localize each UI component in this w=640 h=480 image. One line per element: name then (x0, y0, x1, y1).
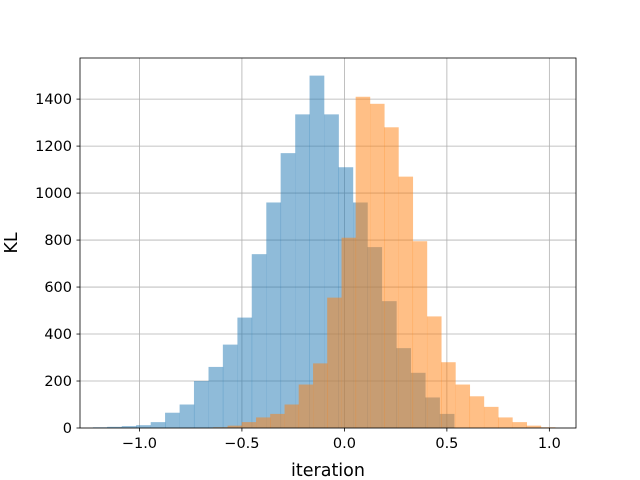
histogram-bar-series-2 (298, 384, 314, 428)
histogram-bar-series-2 (284, 404, 300, 428)
y-tick-label: 200 (44, 374, 72, 390)
histogram-bar-series-2 (227, 425, 243, 428)
histogram-bar-series-1 (179, 404, 195, 428)
histogram-bar-series-2 (256, 417, 271, 428)
y-axis-label: KL (2, 232, 22, 253)
histogram-bar-series-2 (469, 396, 485, 428)
histogram-bar-series-2 (455, 384, 471, 428)
x-tick-label: 0.5 (435, 436, 458, 452)
histogram-bar-series-2 (355, 96, 371, 428)
x-tick-label: −1.0 (122, 436, 157, 452)
histogram-bar-series-2 (270, 413, 285, 428)
y-tick-label: 800 (44, 233, 72, 249)
histogram-bar-series-1 (309, 75, 325, 428)
histogram-bar-series-1 (193, 381, 209, 428)
x-tick-label: −0.5 (224, 436, 259, 452)
y-tick-label: 600 (44, 280, 72, 296)
histogram-bar-series-1 (222, 344, 238, 428)
histogram-bar-series-2 (526, 425, 542, 428)
y-tick-label: 1200 (35, 139, 72, 155)
y-tick-label: 400 (44, 327, 72, 343)
y-tick-label: 1000 (35, 186, 72, 202)
histogram-bar-series-2 (241, 422, 257, 428)
y-tick-label: 1400 (35, 92, 72, 108)
plot-frame (79, 57, 577, 429)
ticks: −1.0 −0.5 0.0 0.5 1.0 0 200 400 600 800 1000 1200 14… (35, 92, 561, 452)
histogram-bar-series-2 (341, 237, 357, 428)
histogram-bar-series-2 (412, 241, 428, 428)
histogram-bar-series-2 (384, 127, 399, 429)
histogram-bar-series-2 (498, 417, 513, 428)
histogram-bar-series-1 (165, 412, 180, 428)
histogram-bar-series-2 (512, 422, 528, 428)
bars (92, 75, 556, 429)
histogram-bar-series-1 (295, 114, 310, 428)
histogram-bar-series-1 (208, 366, 224, 428)
histogram-bar-series-1 (266, 202, 282, 428)
x-axis-label: iteration (291, 461, 365, 480)
histogram-bar-series-2 (313, 363, 328, 428)
histogram-bar-series-1 (237, 317, 253, 428)
histogram-bar-series-2 (483, 406, 499, 428)
histogram-bar-series-1 (107, 426, 123, 428)
histogram-bar-series-1 (150, 422, 166, 428)
histogram-bar-series-2 (327, 297, 342, 428)
x-tick-label: 0.0 (333, 436, 356, 452)
histogram-bar-series-1 (121, 426, 137, 428)
x-tick-label: 1.0 (538, 436, 561, 452)
histogram-bar-series-1 (136, 425, 151, 428)
histogram-bar-series-2 (370, 103, 385, 429)
histogram-bar-series-2 (441, 362, 456, 428)
histogram-bar-series-1 (280, 153, 296, 428)
histogram-bar-series-2 (398, 176, 414, 428)
histogram-bar-series-1 (251, 254, 267, 428)
histogram-bar-series-2 (426, 316, 442, 428)
y-tick-label: 0 (63, 421, 72, 437)
